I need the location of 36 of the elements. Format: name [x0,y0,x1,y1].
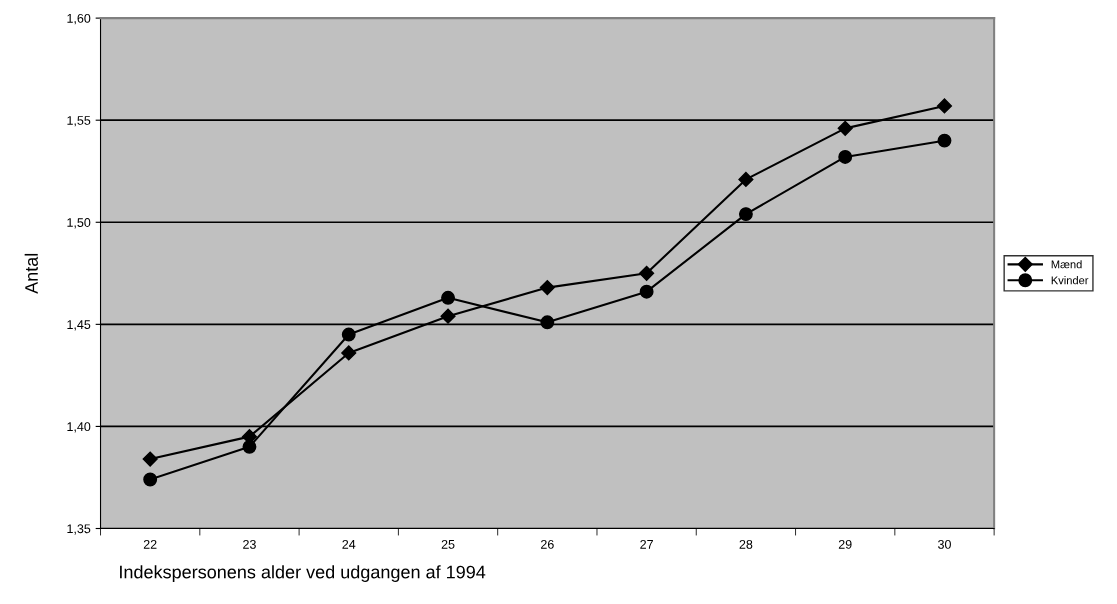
point [837,120,853,136]
point [539,280,555,296]
x-tick-label: 25 [441,539,455,549]
point [341,345,357,361]
y-tick-label: 1,60 [67,13,91,25]
point [738,171,754,187]
point [341,327,356,342]
point [143,472,158,487]
x-tick-label: 22 [143,539,157,549]
point [540,315,555,330]
point [639,284,654,299]
point [142,451,158,467]
y-tick-label: 1,40 [67,422,91,433]
legend-label: Kvinder [1051,276,1089,285]
point [937,133,952,148]
y-tick-label: 1,50 [67,218,91,229]
point [440,308,456,324]
point [838,149,853,164]
y-tick-label: 1,55 [67,116,91,127]
y-axis-title: Antal [24,253,38,294]
x-tick-label: 30 [938,539,951,549]
x-tick-label: 29 [838,539,852,549]
x-axis-title: Indekspersonens alder ved udgangen af 1994 [120,565,486,582]
point [738,207,753,222]
point [639,265,655,281]
x-tick-label: 23 [243,539,256,549]
y-tick-label: 1,35 [67,524,91,535]
x-tick-label: 24 [342,539,356,549]
point [242,439,257,454]
point [936,98,953,114]
x-tick-label: 26 [541,539,554,549]
x-tick-label: 28 [739,539,753,549]
y-tick-label: 1,45 [67,320,91,331]
point [441,290,455,305]
legend-label: Mænd [1051,260,1082,269]
x-tick-label: 27 [640,539,653,549]
